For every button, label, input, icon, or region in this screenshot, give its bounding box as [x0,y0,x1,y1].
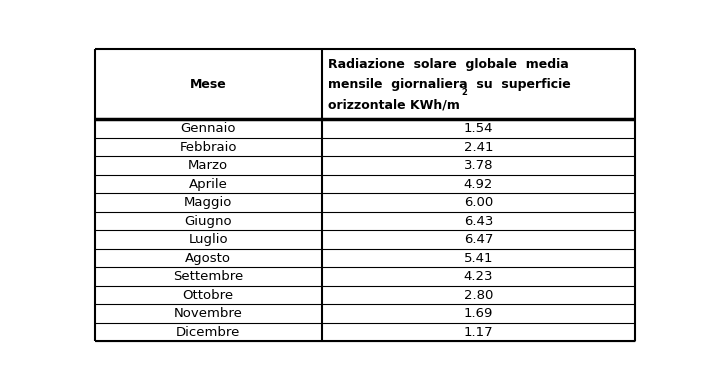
Text: 2: 2 [461,88,467,97]
Text: Marzo: Marzo [188,159,228,172]
Text: 1.69: 1.69 [464,307,493,320]
Text: 5.41: 5.41 [464,252,493,265]
Text: 2.41: 2.41 [464,141,493,154]
Text: 4.23: 4.23 [464,270,493,283]
Text: Mese: Mese [189,78,226,91]
Text: Novembre: Novembre [174,307,243,320]
Text: 4.92: 4.92 [464,178,493,191]
Text: Giugno: Giugno [184,215,232,228]
Text: Ottobre: Ottobre [182,289,234,302]
Text: 3.78: 3.78 [464,159,493,172]
Text: 2.80: 2.80 [464,289,493,302]
Text: 6.00: 6.00 [464,196,493,209]
Text: Settembre: Settembre [173,270,244,283]
Text: 6.47: 6.47 [464,233,493,246]
Text: Luglio: Luglio [188,233,228,246]
Text: Gennaio: Gennaio [180,122,236,135]
Text: mensile  giornaliera  su  superficie: mensile giornaliera su superficie [328,78,571,91]
Text: orizzontale KWh/m: orizzontale KWh/m [328,98,460,111]
Text: Dicembre: Dicembre [176,326,240,339]
Text: Radiazione  solare  globale  media: Radiazione solare globale media [328,58,569,71]
Text: 6.43: 6.43 [464,215,493,228]
Text: 1.54: 1.54 [464,122,493,135]
Text: Maggio: Maggio [184,196,232,209]
Text: Febbraio: Febbraio [179,141,237,154]
Text: Aprile: Aprile [189,178,228,191]
Text: Agosto: Agosto [185,252,231,265]
Text: 1.17: 1.17 [464,326,493,339]
